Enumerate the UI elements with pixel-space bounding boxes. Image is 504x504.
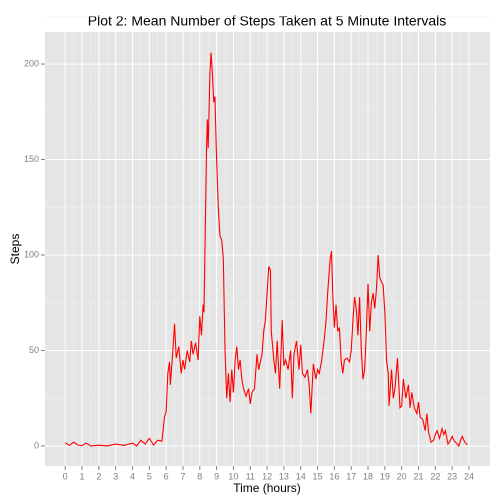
data-line: [64, 52, 468, 448]
x-tick-label: 4: [130, 471, 135, 481]
x-tick-label: 11: [246, 471, 255, 481]
x-tick-label: 21: [413, 471, 423, 481]
chart-title: Plot 2: Mean Number of Steps Taken at 5 …: [88, 13, 446, 29]
x-tick-label: 23: [447, 471, 457, 481]
x-tick-label: 3: [113, 471, 118, 481]
y-tick-label: 0: [34, 440, 39, 450]
x-tick-label: 10: [228, 471, 238, 481]
x-tick-label: 14: [296, 471, 306, 481]
x-axis-label: Time (hours): [233, 481, 301, 495]
x-tick-label: 6: [164, 471, 169, 481]
x-tick-label: 13: [279, 471, 289, 481]
x-tick-label: 20: [397, 471, 407, 481]
x-tick-label: 0: [63, 471, 68, 481]
x-tick-label: 2: [96, 471, 101, 481]
x-tick-label: 24: [464, 471, 474, 481]
y-tick-label: 100: [24, 249, 39, 259]
x-tick-label: 1: [80, 471, 85, 481]
x-tick-label: 19: [380, 471, 390, 481]
x-tick-label: 8: [197, 471, 202, 481]
x-tick-label: 9: [214, 471, 219, 481]
y-axis-label: Steps: [8, 234, 22, 265]
x-tick-label: 17: [346, 471, 356, 481]
y-tick-label: 200: [24, 58, 39, 68]
x-tick-label: 18: [363, 471, 373, 481]
x-tick-label: 7: [180, 471, 185, 481]
x-tick-label: 16: [329, 471, 339, 481]
x-tick-label: 22: [430, 471, 440, 481]
x-tick-label: 12: [262, 471, 272, 481]
y-tick-label: 150: [24, 154, 39, 164]
x-tick-label: 5: [147, 471, 152, 481]
x-tick-label: 15: [313, 471, 323, 481]
y-tick-label: 50: [29, 345, 39, 355]
